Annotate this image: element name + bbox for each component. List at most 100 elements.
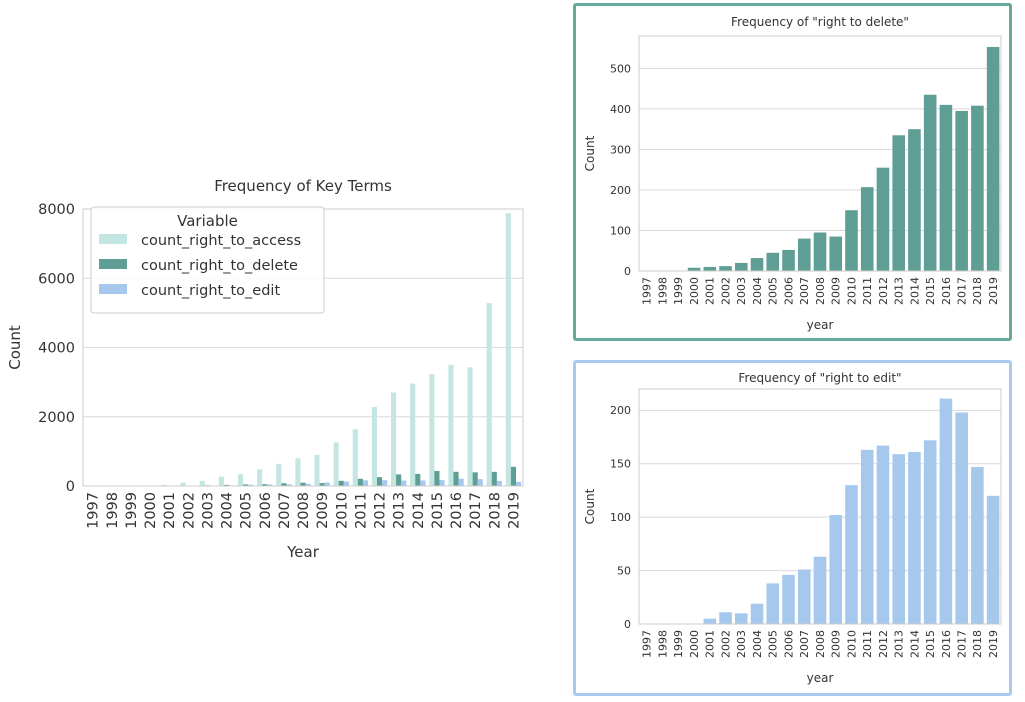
x-tick-label: 2016 [449, 492, 465, 529]
bar [453, 471, 459, 486]
x-tick-label: 2018 [971, 277, 984, 305]
bar [218, 476, 224, 486]
x-tick-label: 2004 [751, 277, 764, 305]
y-axis-label: Count [583, 135, 597, 171]
legend-swatch [99, 284, 127, 294]
legend: Variable count_right_to_access count_right… [90, 206, 325, 314]
bar [766, 252, 780, 271]
bar [515, 481, 522, 486]
x-tick-label: 2002 [181, 492, 197, 529]
x-tick-label: 1998 [105, 492, 121, 529]
bar [719, 266, 732, 271]
x-tick-label: 2007 [277, 492, 293, 529]
bar [782, 574, 795, 624]
bar [391, 392, 397, 486]
x-tick-label: 1999 [672, 630, 685, 658]
bar [939, 398, 953, 624]
x-tick-label: 2017 [956, 277, 969, 305]
x-tick-label: 2009 [830, 630, 843, 658]
x-tick-label: 2019 [987, 630, 1000, 658]
x-tick-label: 2010 [845, 277, 858, 305]
bar [458, 478, 464, 486]
bar [491, 471, 497, 486]
bar [429, 374, 435, 486]
bar [860, 449, 874, 624]
x-tick-label: 2007 [798, 630, 811, 658]
bar [257, 469, 263, 486]
y-tick-label: 0 [66, 479, 75, 495]
x-tick-label: 2009 [830, 277, 843, 305]
y-tick-label: 400 [610, 103, 631, 116]
x-tick-label: 2011 [353, 492, 369, 529]
bar [300, 482, 306, 486]
bar [703, 618, 717, 624]
x-tick-label: 2018 [487, 492, 503, 529]
bar [324, 482, 330, 486]
y-axis-label: Count [6, 325, 24, 370]
x-tick-label: 1998 [656, 630, 669, 658]
plot-frame [638, 388, 1002, 625]
bar [295, 458, 301, 486]
x-tick-label: 2015 [430, 492, 446, 529]
bar [971, 105, 984, 271]
bar [687, 267, 701, 271]
y-tick-label: 8000 [38, 202, 75, 218]
bar [448, 364, 454, 486]
bar [813, 556, 827, 624]
y-tick-label: 6000 [38, 271, 75, 287]
bar [434, 470, 440, 486]
x-axis-label: Year [286, 543, 320, 561]
bar [813, 232, 827, 271]
x-tick-label: 2016 [940, 277, 953, 305]
bar [319, 483, 325, 486]
bar [420, 480, 426, 486]
bar [371, 407, 377, 486]
bar [845, 485, 858, 624]
bar [510, 466, 516, 486]
x-tick-label: 2014 [908, 630, 921, 658]
legend-label: count_right_to_access [141, 233, 301, 249]
x-tick-label: 1999 [124, 492, 140, 529]
x-tick-label: 2004 [220, 492, 236, 529]
bar [314, 454, 320, 486]
bar [782, 249, 795, 271]
x-axis-label: year [807, 671, 834, 685]
bar [382, 480, 388, 486]
bar [703, 266, 717, 271]
y-tick-label: 0 [624, 265, 631, 278]
x-tick-label: 2005 [239, 492, 255, 529]
bar [845, 210, 858, 271]
legend-title: Variable [177, 212, 238, 230]
y-tick-label: 150 [610, 458, 631, 471]
x-tick-label: 2006 [782, 630, 795, 658]
x-tick-label: 2013 [392, 492, 408, 529]
bar [223, 484, 230, 486]
x-tick-label: 2008 [814, 277, 827, 305]
legend-swatch [99, 259, 127, 269]
bar [262, 484, 268, 486]
x-tick-label: 2005 [767, 630, 780, 658]
x-tick-label: 1998 [656, 277, 669, 305]
x-tick-label: 2014 [908, 277, 921, 305]
bar [248, 484, 254, 486]
y-tick-label: 2000 [38, 410, 75, 426]
x-tick-label: 2005 [767, 277, 780, 305]
bar [305, 483, 311, 486]
x-tick-label: 2003 [735, 630, 748, 658]
x-tick-label: 2002 [719, 630, 732, 658]
bar [735, 613, 748, 624]
bar [286, 484, 292, 486]
bar [180, 482, 186, 486]
bar [797, 569, 811, 624]
chart-title: Frequency of Key Terms [214, 177, 392, 195]
x-tick-label: 2003 [200, 492, 216, 529]
bar [357, 478, 363, 486]
x-tick-label: 2013 [893, 277, 906, 305]
bar [352, 429, 358, 486]
x-tick-label: 2001 [704, 277, 717, 305]
bar [750, 258, 764, 271]
x-tick-label: 1999 [672, 277, 685, 305]
y-axis-label: Count [583, 488, 597, 524]
bar [908, 452, 921, 624]
bar [766, 583, 780, 624]
